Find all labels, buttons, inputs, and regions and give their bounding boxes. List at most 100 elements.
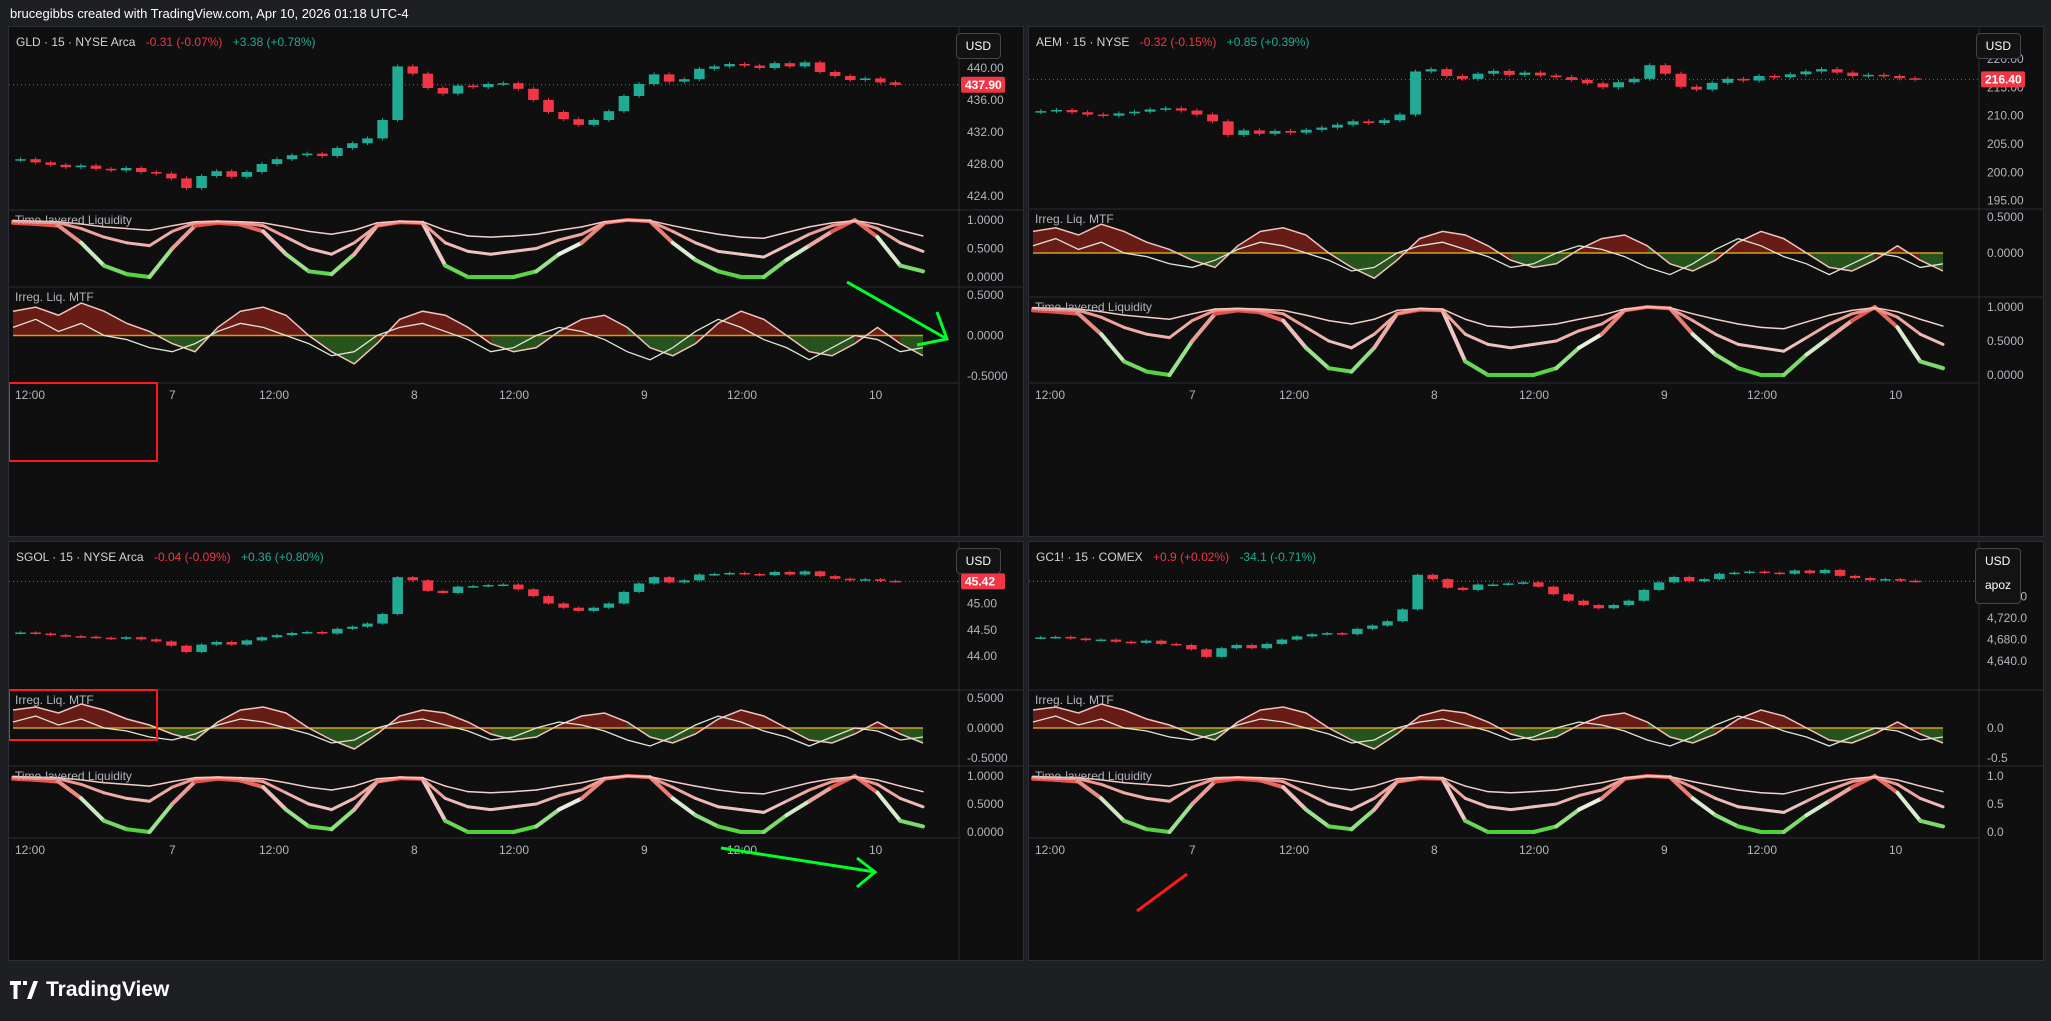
currency-button[interactable]: USD apoz xyxy=(1974,548,2021,604)
liquidity-line-segment xyxy=(1168,780,1193,787)
liquidity-line-segment xyxy=(262,222,287,228)
liquidity-line-segment xyxy=(1350,318,1375,325)
liquidity-line-segment xyxy=(467,790,492,794)
liquidity-area-segment xyxy=(1124,710,1147,728)
candle-body xyxy=(332,628,343,634)
liquidity-line-segment xyxy=(490,235,515,238)
currency-button[interactable]: USD xyxy=(955,548,1001,574)
chart-panel-gld[interactable]: 440.00 436.00 432.00 428.00 424.00 437.90 1.00… xyxy=(8,26,1024,537)
candle-body xyxy=(1784,74,1796,78)
liquidity-line-segment xyxy=(217,776,242,779)
liquidity-line-segment xyxy=(1918,359,1945,371)
candle-body xyxy=(392,66,403,120)
liquidity-line-segment xyxy=(1714,318,1739,325)
liquidity-area-segment xyxy=(604,713,628,728)
candle-body xyxy=(497,83,509,85)
liquidity-line-segment xyxy=(1032,306,1057,310)
candle-body xyxy=(75,165,87,168)
liquidity-line-segment xyxy=(716,824,743,834)
liquidity-line-segment xyxy=(352,779,379,812)
candle-body xyxy=(1207,114,1219,122)
currency-button[interactable]: USD xyxy=(1975,33,2021,59)
candle-body xyxy=(1035,637,1046,639)
chart-panel-aem[interactable]: 220.00215.00210.00205.00200.00195.00216.… xyxy=(1028,26,2044,537)
axis-tick-label: 0.0000 xyxy=(967,270,1004,284)
liquidity-series-line xyxy=(12,715,924,747)
liquidity-area-segment xyxy=(1510,253,1534,268)
liquidity-line-segment xyxy=(1281,318,1308,350)
liquidity-area-segment xyxy=(172,335,195,352)
candle-body xyxy=(1759,571,1770,574)
time-tick-label: 12:00 xyxy=(1035,843,1065,857)
price-tick-label: 4,640.0 xyxy=(1987,654,2027,668)
liquidity-area-segment xyxy=(13,707,36,728)
liquidity-line-segment xyxy=(580,221,606,236)
chart-canvas-gld[interactable]: 440.00 436.00 432.00 428.00 424.00 437.90 1.00… xyxy=(9,27,1024,537)
candle-body xyxy=(1276,639,1288,644)
liquidity-line-segment xyxy=(899,785,924,793)
liquidity-area-segment xyxy=(1351,728,1375,749)
chart-panel-gc1[interactable]: 4,760.04,720.04,680.04,640.00.0-0.5Irreg… xyxy=(1028,541,2044,961)
liquidity-line-segment xyxy=(1213,308,1240,316)
indicator-label: Irreg. Liq. MTF xyxy=(15,290,94,304)
liquidity-line-segment xyxy=(512,247,538,253)
liquidity-line-segment xyxy=(306,269,334,277)
liquidity-line-segment xyxy=(1804,335,1832,357)
candle-body xyxy=(724,64,735,67)
liquidity-line-segment xyxy=(1190,308,1217,323)
last-price-label: 216.40 xyxy=(1985,72,2022,86)
symbol-name[interactable]: GC1! · 15 · COMEX xyxy=(1036,550,1143,564)
candle-body xyxy=(1363,121,1375,124)
time-tick-label: 9 xyxy=(641,843,648,857)
candle-body xyxy=(135,168,147,172)
candle-body xyxy=(1306,634,1318,637)
candle-body xyxy=(226,641,238,645)
candle-body xyxy=(241,172,253,177)
liquidity-line-segment xyxy=(1896,779,1921,787)
liquidity-line-segment xyxy=(1237,307,1262,310)
liquidity-line-segment xyxy=(694,241,720,253)
symbol-name[interactable]: AEM · 15 · NYSE xyxy=(1036,35,1130,49)
liquidity-line-segment xyxy=(284,791,311,806)
chart-canvas-gc1[interactable]: 4,760.04,720.04,680.04,640.00.0-0.5Irreg… xyxy=(1029,542,2044,961)
liquidity-line-segment xyxy=(1577,322,1604,333)
liquidity-line-segment xyxy=(1123,314,1148,318)
liquidity-line-segment xyxy=(1145,796,1171,803)
chart-canvas-sgol[interactable]: 45.00 44.50 44.00 45.42 0.5000 0.0000 -0.5000 I… xyxy=(9,542,1024,961)
liquidity-line-segment xyxy=(1554,345,1581,371)
liquidity-line-segment xyxy=(875,790,903,823)
price-tick-label: 45.00 xyxy=(967,597,997,611)
liquidity-line-segment xyxy=(1122,818,1149,832)
candle-body xyxy=(709,574,720,576)
liquidity-line-segment xyxy=(1895,790,1923,823)
liquidity-area-segment xyxy=(1624,235,1648,253)
chart-canvas-aem[interactable]: 220.00215.00210.00205.00200.00195.00216.… xyxy=(1029,27,2044,537)
candle-body xyxy=(1216,648,1227,657)
liquidity-line-segment xyxy=(1373,309,1398,320)
candle-body xyxy=(724,572,735,575)
chart-panel-sgol[interactable]: 45.00 44.50 44.00 45.42 0.5000 0.0000 -0.5000 I… xyxy=(8,541,1024,961)
liquidity-area-segment xyxy=(900,335,923,356)
liquidity-line-segment xyxy=(875,235,903,268)
liquidity-line-segment xyxy=(1554,807,1581,829)
liquidity-line-segment xyxy=(1327,339,1353,350)
symbol-name[interactable]: SGOL · 15 · NYSE Arca xyxy=(16,550,144,564)
liquidity-line-segment xyxy=(1736,824,1763,834)
candle-body xyxy=(120,637,132,639)
liquidity-line-segment xyxy=(1281,785,1308,812)
liquidity-area-segment xyxy=(1146,242,1170,253)
candle-body xyxy=(15,159,26,161)
liquidity-line-segment xyxy=(1555,785,1580,791)
currency-button[interactable]: USD xyxy=(955,33,1001,59)
liquidity-area-segment xyxy=(1351,253,1375,279)
liquidity-line-segment xyxy=(239,220,264,224)
candle-body xyxy=(1909,78,1921,80)
liquidity-line-segment xyxy=(898,241,925,253)
symbol-name[interactable]: GLD · 15 · NYSE Arca xyxy=(16,35,136,49)
liquidity-line-segment xyxy=(239,221,265,228)
liquidity-line-segment xyxy=(1144,827,1172,834)
liquidity-area-segment xyxy=(1852,253,1875,271)
tradingview-logo[interactable]: TradingView xyxy=(10,978,169,1002)
annotation-arrow xyxy=(1136,872,1188,913)
candle-body xyxy=(1628,78,1640,83)
